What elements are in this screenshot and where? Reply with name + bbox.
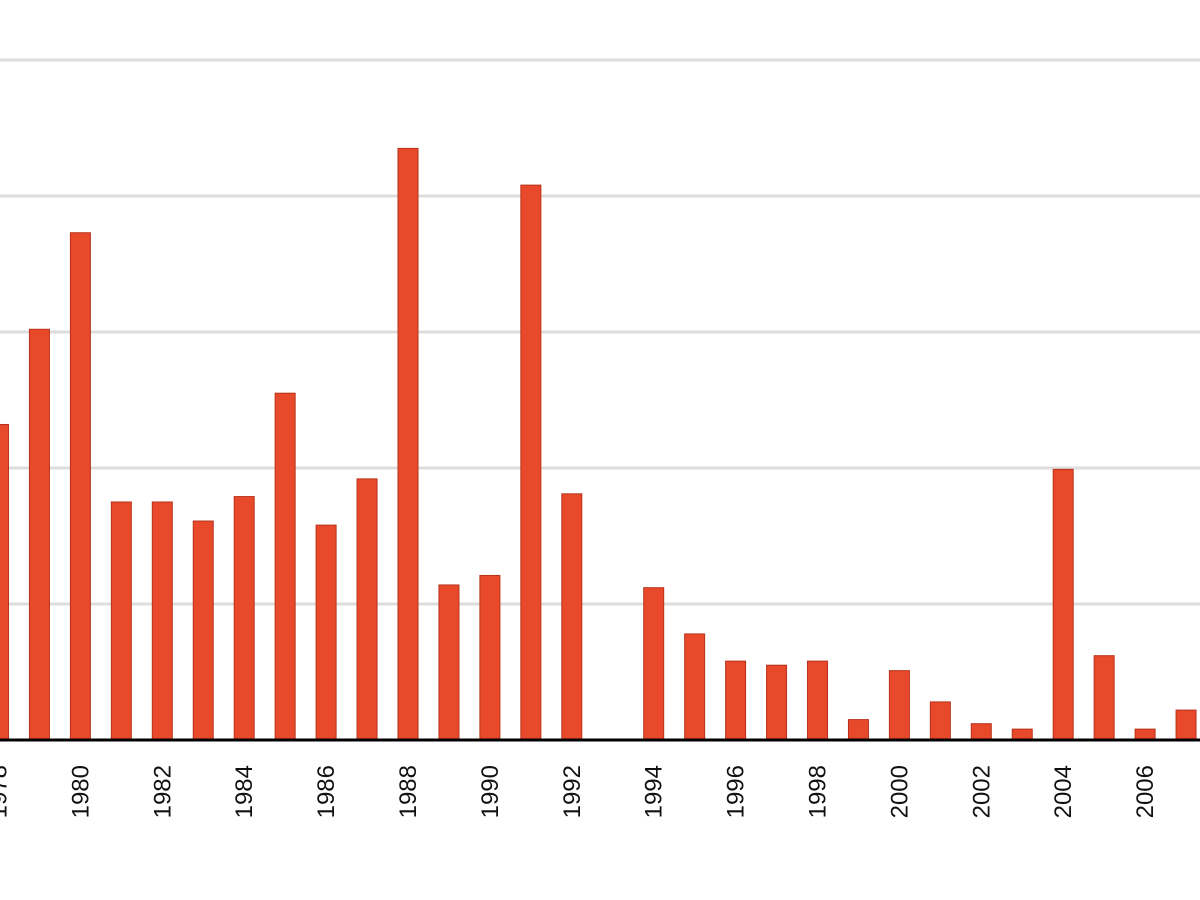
x-tick-label-1992: 1992 [559, 765, 586, 818]
bar-1985 [274, 392, 296, 741]
bar-1995 [684, 633, 706, 741]
bar-2002 [970, 723, 992, 741]
bar-1987 [356, 478, 378, 741]
x-tick-labels: 1978 1980 1982 1984 1986 1988 1990 1992 1994 1996… [0, 765, 1159, 818]
bar-1983 [192, 520, 214, 741]
x-tick-label-2004: 2004 [1050, 765, 1077, 818]
x-tick-label-1990: 1990 [477, 765, 504, 818]
bar-1986 [315, 524, 337, 741]
bar-2000 [888, 670, 910, 741]
x-tick-label-1982: 1982 [149, 765, 176, 818]
x-tick-label-1978: 1978 [0, 765, 13, 818]
x-tick-label-1996: 1996 [723, 765, 750, 818]
bar-1980 [69, 232, 91, 741]
x-tick-label-2000: 2000 [886, 765, 913, 818]
bar-1996 [725, 660, 747, 741]
x-tick-label-1994: 1994 [641, 765, 668, 818]
bar-1984 [233, 496, 255, 741]
bar-1979 [28, 328, 50, 741]
bar-1978 [0, 423, 9, 741]
bar-1990 [479, 574, 501, 741]
gridlines [0, 58, 1200, 606]
x-tick-label-1980: 1980 [67, 765, 94, 818]
x-tick-label-1988: 1988 [395, 765, 422, 818]
x-tick-label-1986: 1986 [313, 765, 340, 818]
x-tick-label-2002: 2002 [968, 765, 995, 818]
x-tick-label-1998: 1998 [805, 765, 832, 818]
bar-2006 [1134, 728, 1156, 741]
bar-1999 [847, 719, 869, 741]
bar-2007 [1175, 709, 1197, 741]
bars [0, 147, 1197, 741]
bar-1998 [807, 660, 828, 741]
x-tick-label-1984: 1984 [231, 765, 258, 818]
bar-2003 [1011, 728, 1033, 741]
bar-1989 [438, 584, 460, 741]
bar-2004 [1052, 468, 1074, 741]
bar-2001 [929, 701, 951, 741]
bar-1991 [520, 184, 542, 741]
bar-1988 [397, 147, 419, 741]
bar-2005 [1093, 655, 1115, 741]
bar-1997 [766, 664, 788, 741]
bar-1981 [110, 501, 132, 741]
x-tick-label-2006: 2006 [1132, 765, 1159, 818]
bar-1994 [643, 587, 665, 741]
bar-1982 [151, 501, 173, 741]
bar-1992 [561, 493, 583, 741]
